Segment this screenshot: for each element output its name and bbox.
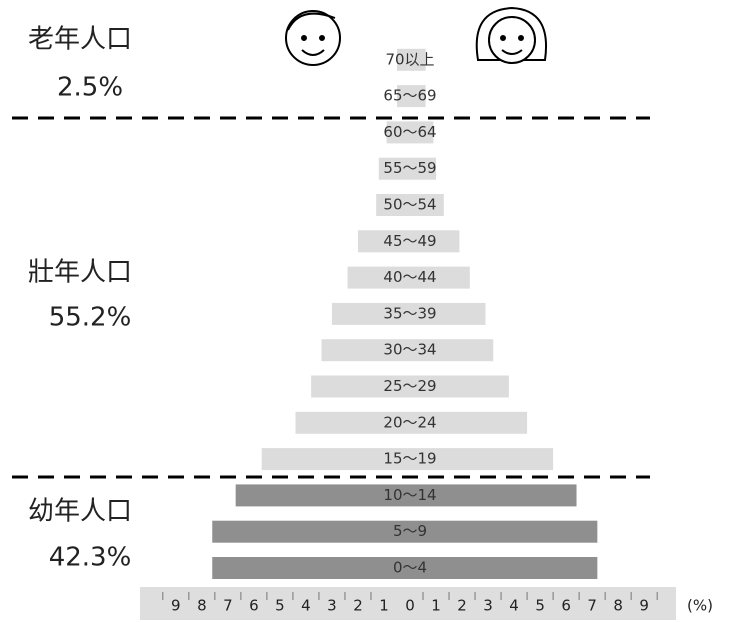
bar-right	[410, 484, 577, 507]
axis-unit: (%)	[687, 597, 713, 615]
group-name: 幼年人口	[28, 497, 132, 527]
bar-left	[357, 230, 410, 253]
bar-left	[212, 520, 410, 543]
x-tick-label: 8	[197, 597, 207, 615]
x-tick-label: 2	[457, 597, 467, 615]
bar-right	[410, 157, 437, 180]
x-tick-label: 6	[561, 597, 571, 615]
age-label: 10～14	[383, 486, 436, 504]
group-share: 2.5%	[57, 73, 123, 103]
bar-left	[212, 557, 410, 579]
age-label: 45～49	[383, 232, 436, 250]
bar-right	[410, 557, 598, 579]
age-label: 15～19	[383, 450, 436, 468]
bar-right	[410, 85, 426, 108]
bar-right	[410, 448, 554, 471]
age-label: 70以上	[385, 50, 434, 68]
x-tick-label: 6	[249, 597, 259, 615]
bar-right	[410, 375, 509, 398]
bar-right	[410, 339, 494, 362]
age-label: 30～34	[383, 341, 436, 359]
x-tick-label: 4	[301, 597, 311, 615]
age-label: 50～54	[383, 196, 436, 214]
x-tick-label: 1	[379, 597, 389, 615]
x-tick-label: 5	[535, 597, 545, 615]
bar-right	[410, 302, 486, 325]
bar-right	[410, 48, 426, 71]
x-tick-label: 3	[483, 597, 493, 615]
bar-left	[331, 302, 410, 325]
age-label: 55～59	[383, 159, 436, 177]
group-share: 55.2%	[49, 303, 132, 333]
bar-right	[410, 121, 434, 144]
bar-left	[396, 48, 410, 71]
age-label: 40～44	[383, 268, 436, 286]
bar-left	[311, 375, 410, 398]
x-tick-label: 3	[327, 597, 337, 615]
bar-left	[376, 194, 410, 216]
x-tick-label: 9	[639, 597, 649, 615]
x-tick-label: 7	[587, 597, 597, 615]
age-label: 65～69	[383, 87, 436, 105]
bar-left	[396, 85, 410, 108]
x-tick-label: 9	[171, 597, 181, 615]
bar-left	[295, 411, 410, 434]
age-label: 20～24	[383, 413, 436, 431]
bar-right	[410, 411, 528, 434]
bar-right	[410, 520, 598, 543]
x-tick-label: 2	[353, 597, 363, 615]
age-label: 0～4	[393, 559, 427, 577]
bar-right	[410, 194, 444, 216]
group-name: 壯年人口	[28, 258, 132, 288]
x-tick-label: 8	[613, 597, 623, 615]
girl-icon	[475, 6, 547, 64]
axis-strip	[140, 587, 676, 620]
bar-left	[347, 266, 410, 289]
age-label: 60～64	[383, 123, 436, 141]
x-tick-label: 0	[405, 597, 415, 615]
age-label: 5～9	[393, 522, 427, 540]
x-tick-label: 4	[509, 597, 519, 615]
bar-left	[386, 121, 410, 144]
bar-left	[235, 484, 410, 507]
age-label: 25～29	[383, 377, 436, 395]
bar-right	[410, 266, 470, 289]
group-share: 42.3%	[49, 543, 132, 573]
x-tick-label: 7	[223, 597, 233, 615]
bar-left	[378, 157, 410, 180]
bar-left	[261, 448, 410, 471]
boy-icon	[285, 10, 341, 66]
age-label: 35～39	[383, 304, 436, 322]
bar-right	[410, 230, 460, 253]
x-tick-label: 1	[431, 597, 441, 615]
bar-left	[321, 339, 410, 362]
group-name: 老年人口	[28, 25, 132, 55]
x-tick-label: 5	[275, 597, 285, 615]
